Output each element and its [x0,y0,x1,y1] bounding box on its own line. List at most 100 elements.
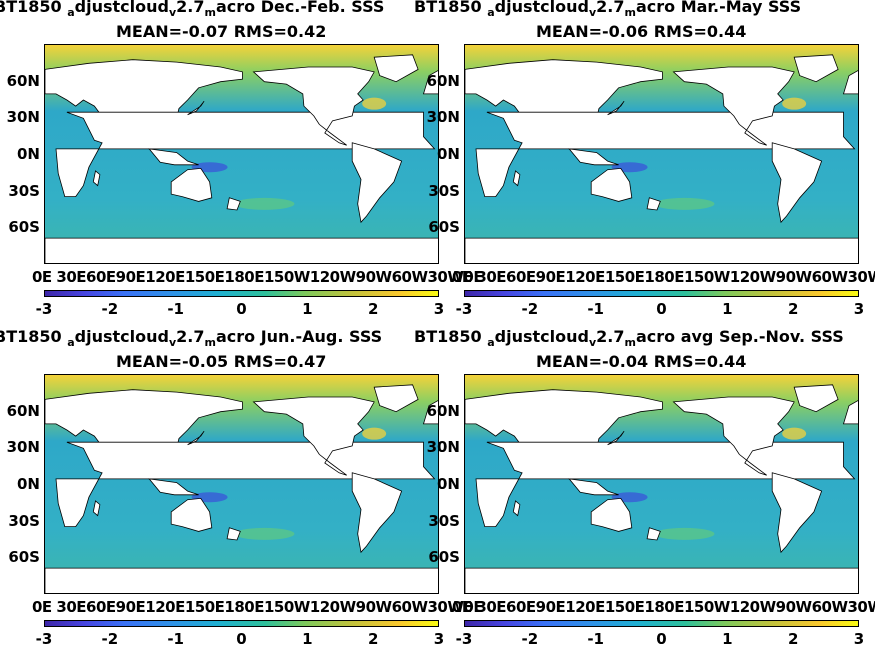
anomaly-patch [654,527,715,540]
colorbar-tick-label: -1 [587,630,604,648]
colorbar-tick-label: 3 [853,630,865,648]
lon-tick-labels: 0E 30E60E90E120E150E180E150W120W90W60W30… [32,598,484,616]
lat-tick-label: 30S [8,181,40,200]
colorbar-tick-label: 2 [367,300,379,318]
colorbar-tick-label: 1 [722,300,733,318]
anomaly-patch [782,427,807,440]
map-svg [465,45,858,263]
landmass [465,567,858,593]
landmass [187,100,205,116]
landmass [672,396,795,476]
map-svg [465,375,858,593]
landmass [842,70,858,95]
colorbar-tick-label: -2 [521,300,539,318]
landmass [512,500,521,517]
landmass [422,70,438,95]
chart-title: BT1850 adjustcloudv2.7macro Mar.-May SSS [414,0,802,20]
lat-tick-label: 60S [428,218,460,237]
lat-tick-label: 60N [6,71,40,90]
landmass [771,142,823,224]
landmass [568,148,619,166]
landmass [373,54,419,83]
lat-tick-label: 30N [426,438,460,457]
map-heatmap [464,374,859,594]
colorbar-tick-label: 1 [302,300,313,318]
landmass [590,497,633,532]
map-heatmap [44,44,439,264]
landmass [252,396,375,476]
landmass [422,400,438,425]
lat-tick-label: 60N [426,71,460,90]
colorbar-tick-label: -1 [167,300,184,318]
colorbar-tick-label: 3 [433,630,445,648]
chart-stats: MEAN=-0.07 RMS=0.42 [116,22,327,41]
colorbar-tick-label: 3 [853,300,865,318]
colorbar-tick-label: -3 [455,300,473,318]
landmass [646,197,661,211]
colorbar [44,620,439,627]
landmass [92,500,101,517]
lat-tick-label: 60S [428,548,460,567]
landmass [45,567,438,593]
lat-tick-label: 30N [426,108,460,127]
colorbar-tick-label: -2 [101,300,119,318]
landmass [187,430,205,446]
colorbar-tick-label: -1 [167,630,184,648]
lat-tick-label: 0N [17,145,40,163]
chart-stats: MEAN=-0.05 RMS=0.47 [116,352,327,371]
lat-tick-label: 0N [17,475,40,493]
map-heatmap [44,374,439,594]
colorbar-tick-label: 1 [722,630,733,648]
colorbar-tick-label: 0 [236,630,247,648]
landmass [148,148,199,166]
lat-tick-label: 30N [6,108,40,127]
colorbar-tick-label: -1 [587,300,604,318]
chart-title: BT1850 adjustcloudv2.7macro Jun.-Aug. SS… [0,327,383,350]
anomaly-patch [654,197,715,210]
landmass [672,66,795,146]
landmass [373,384,419,413]
landmass [148,478,199,496]
lat-tick-label: 60N [6,401,40,420]
colorbar-tick-label: 2 [787,630,799,648]
landmass [646,527,661,541]
landmass [226,197,241,211]
lat-tick-label: 30S [8,511,40,530]
lat-tick-label: 30S [428,181,460,200]
landmass [465,237,858,263]
landmass [607,430,625,446]
landmass [607,100,625,116]
chart-title: BT1850 adjustcloudv2.7macro Dec.-Feb. SS… [0,0,385,20]
chart-title: BT1850 adjustcloudv2.7macro avg Sep.-Nov… [414,327,844,350]
lon-tick-labels: 0E 30E60E90E120E150E180E150W120W90W60W30… [452,598,875,616]
anomaly-patch [234,527,295,540]
chart-stats: MEAN=-0.04 RMS=0.44 [536,352,747,371]
landmass [793,54,839,83]
lon-tick-labels: 0E 30E60E90E120E150E180E150W120W90W60W30… [32,268,484,286]
map-svg [45,375,438,593]
colorbar [44,290,439,297]
colorbar-tick-label: -3 [35,300,53,318]
lat-tick-label: 0N [437,145,460,163]
landmass [351,472,403,554]
landmass [170,497,213,532]
colorbar-tick-label: 1 [302,630,313,648]
colorbar-tick-label: 2 [787,300,799,318]
colorbar-tick-label: 2 [367,630,379,648]
anomaly-patch [362,97,387,110]
landmass [92,170,101,187]
landmass [771,472,823,554]
landmass [568,478,619,496]
landmass [252,66,375,146]
colorbar-tick-label: -2 [101,630,119,648]
lon-tick-labels: 0E 30E60E90E120E150E180E150W120W90W60W30… [452,268,875,286]
lat-tick-label: 60S [8,548,40,567]
map-svg [45,45,438,263]
anomaly-patch [362,427,387,440]
landmass [842,400,858,425]
colorbar-tick-label: -3 [35,630,53,648]
colorbar-tick-label: 0 [236,300,247,318]
colorbar [464,620,859,627]
colorbar-tick-label: 0 [656,300,667,318]
landmass [512,170,521,187]
